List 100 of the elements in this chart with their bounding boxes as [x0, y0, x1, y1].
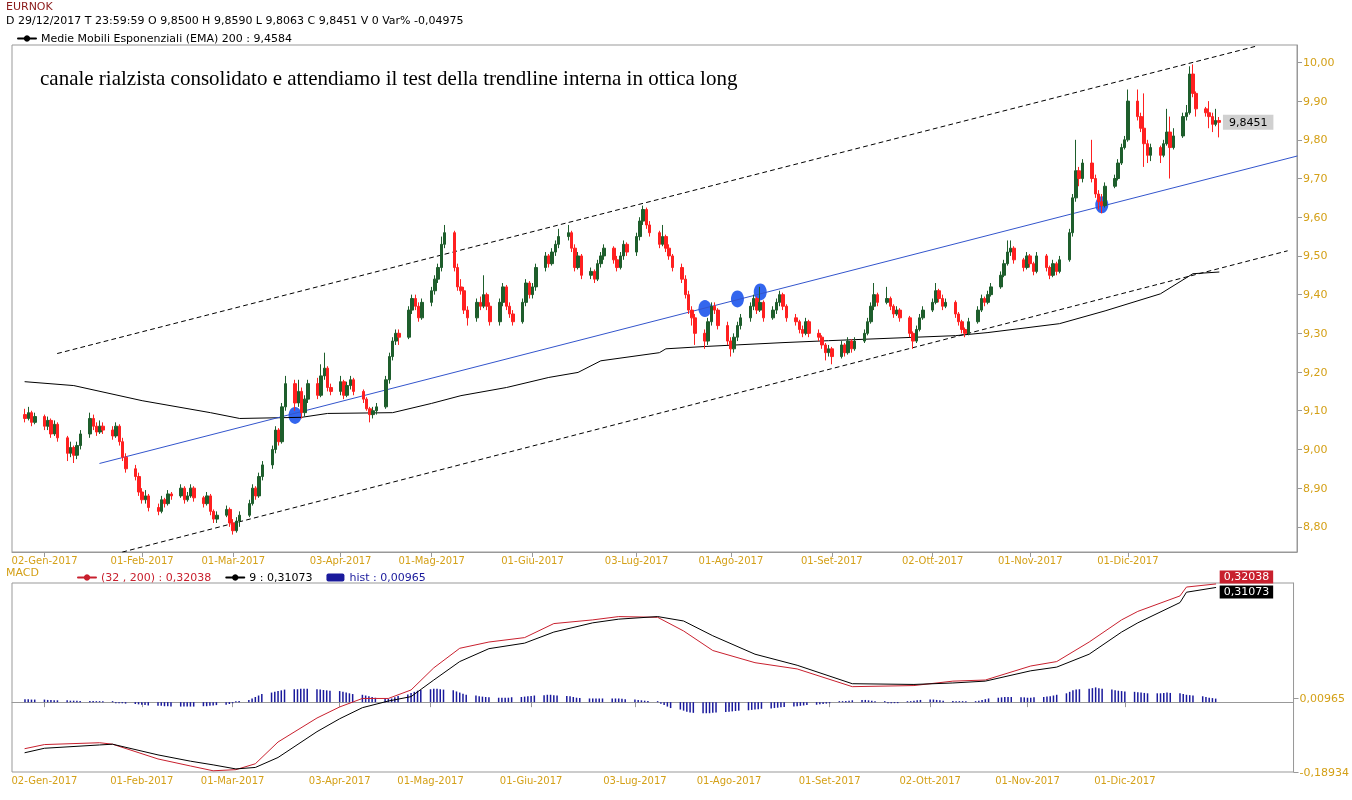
candlestick: [544, 251, 547, 272]
legend-label: (32 , 200) : 0,32038: [101, 571, 212, 584]
candlestick: [895, 305, 899, 317]
candlestick: [528, 280, 531, 299]
y-tick-label: 9,30: [1303, 326, 1328, 340]
candlestick: [170, 491, 173, 501]
x-tick-label: 01-Dic-2017: [1097, 554, 1159, 566]
legend-label: 9 : 0,31073: [249, 571, 313, 584]
candlestick: [30, 410, 33, 427]
candlestick: [661, 224, 664, 247]
candlestick: [876, 292, 879, 307]
x-tick-label: 01-Dic-2017: [1094, 774, 1156, 786]
x-tick-label: 02-Ott-2017: [899, 774, 961, 786]
x-tick-label: 01-Mar-2017: [200, 774, 265, 786]
candlestick: [160, 495, 163, 514]
y-tick-label: 9,50: [1303, 249, 1328, 263]
candlestick: [625, 241, 629, 257]
candlestick: [371, 406, 375, 419]
candlestick: [840, 340, 843, 359]
candlestick: [420, 298, 424, 321]
x-tick-label: 01-Mar-2017: [201, 554, 266, 566]
candlestick: [1149, 143, 1152, 162]
candlestick: [297, 379, 300, 408]
x-tick-label: 02-Gen-2017: [11, 554, 78, 566]
candlestick: [1214, 108, 1217, 127]
candlestick: [43, 414, 46, 431]
candlestick: [339, 375, 342, 396]
x-tick-label: 01-Feb-2017: [110, 774, 174, 786]
candlestick: [944, 298, 947, 309]
candlestick: [300, 387, 303, 419]
candlestick: [762, 299, 765, 323]
candlestick: [1055, 261, 1058, 276]
candlestick: [1159, 145, 1162, 164]
x-tick-label: 02-Gen-2017: [11, 774, 78, 786]
candlestick: [1142, 92, 1146, 168]
candlestick: [967, 317, 970, 336]
candlestick: [1217, 116, 1221, 138]
candlestick: [147, 493, 150, 512]
candlestick: [1025, 251, 1029, 270]
x-tick-label: 01-Giu-2017: [501, 554, 564, 566]
candlestick: [189, 483, 193, 499]
x-tick-label: 02-Ott-2017: [901, 554, 964, 566]
candlestick: [853, 336, 856, 352]
candlestick: [215, 510, 219, 524]
y-tick-label: 9,20: [1303, 365, 1328, 379]
candlestick: [88, 412, 92, 439]
x-tick-label: 01-Mag-2017: [398, 554, 465, 566]
x-tick-label: 01-Nov-2017: [995, 774, 1060, 786]
candlestick: [593, 268, 596, 284]
data-label: 0,32038: [1223, 570, 1270, 584]
candlestick: [846, 336, 850, 356]
x-tick-label: 01-Ago-2017: [696, 774, 762, 786]
candlestick: [69, 441, 72, 458]
candlestick: [144, 489, 147, 505]
candlestick: [589, 267, 593, 280]
candlestick: [758, 286, 762, 313]
y-tick-label: 9,10: [1303, 404, 1328, 418]
x-tick-label: 03-Apr-2017: [309, 554, 372, 566]
candlestick: [183, 485, 186, 505]
y-tick-label: 0,00965: [1299, 692, 1346, 706]
candlestick: [397, 328, 401, 346]
candlestick: [352, 377, 355, 396]
x-tick-label: 01-Feb-2017: [110, 554, 174, 566]
y-tick-label: 9,80: [1303, 133, 1328, 147]
candlestick: [166, 489, 170, 507]
candlestick: [482, 274, 485, 309]
x-tick-label: 01-Giu-2017: [499, 774, 563, 786]
y-tick-label: 9,90: [1303, 94, 1328, 108]
candlestick: [205, 491, 209, 507]
candlestick: [293, 379, 297, 412]
x-tick-label: 01-Nov-2017: [997, 554, 1063, 566]
candlestick: [33, 412, 37, 425]
legend-label: Medie Mobili Esponenziali (EMA) 200 : 9,4584: [41, 32, 292, 45]
candlestick: [1012, 245, 1016, 265]
x-tick-label: 01-Set-2017: [800, 554, 863, 566]
candlestick: [703, 328, 707, 350]
candlestick: [1077, 166, 1081, 187]
candlestick: [53, 419, 56, 437]
legend-label: hist : 0,00965: [349, 571, 426, 584]
candlestick: [830, 346, 834, 365]
candlestick: [1051, 259, 1055, 278]
candlestick: [254, 485, 258, 501]
y-tick-label: 9,60: [1303, 210, 1328, 224]
candlestick: [983, 296, 986, 307]
candlestick: [479, 296, 482, 311]
candlestick: [1207, 100, 1211, 129]
candlestick: [111, 425, 115, 441]
y-tick-label: 9,40: [1303, 288, 1328, 302]
candlestick: [1168, 116, 1172, 180]
chart-subtitle: D 29/12/2017 T 23:59:59 O 9,8500 H 9,8590 L 9,8063 C 9,8451 V 0 Var% -0,04975: [6, 14, 464, 27]
candlestick: [1058, 255, 1061, 274]
annotation: 9,8451: [1228, 115, 1268, 129]
candlestick: [27, 406, 30, 421]
candlestick: [225, 505, 228, 518]
y-tick-label: 9,00: [1303, 442, 1328, 456]
candlestick: [658, 230, 661, 249]
candlestick: [1188, 65, 1191, 116]
annotation: canale rialzista consolidato e attendiamo il test della trendline interna in ottica long: [40, 65, 738, 90]
candlestick: [192, 485, 196, 503]
candlestick: [375, 402, 378, 416]
